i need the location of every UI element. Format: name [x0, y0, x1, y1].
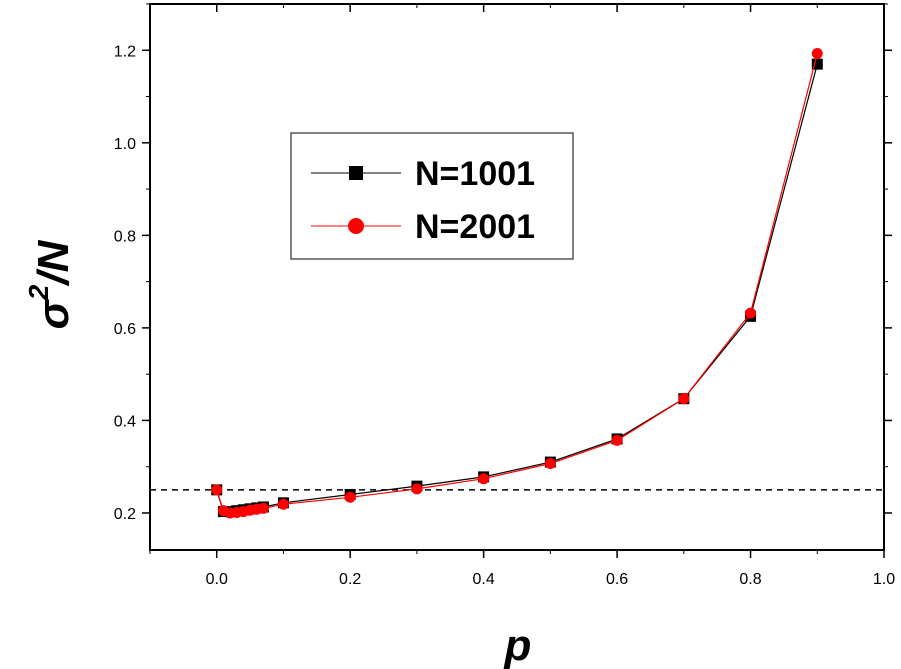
svg-text:σ2/N: σ2/N	[23, 239, 78, 329]
x-tick-label: 0.0	[206, 571, 228, 588]
series-line-1	[216, 64, 818, 513]
y-tick-label: 0.6	[114, 321, 136, 338]
x-tick-label: 0.4	[473, 571, 495, 588]
plot-frame	[149, 3, 885, 551]
y-axis-title-superscript: 2	[23, 284, 54, 301]
x-axis-title: p	[504, 621, 532, 669]
y-tick-label: 1.0	[114, 136, 136, 153]
series-layer	[211, 48, 823, 519]
y-tick-label: 1.2	[114, 43, 136, 60]
data-point-series-2	[745, 307, 757, 319]
y-tick-label: 0.8	[114, 228, 136, 245]
y-tick-label: 0.2	[114, 506, 136, 523]
data-point-series-2	[257, 502, 269, 514]
legend-box	[290, 132, 574, 260]
x-tick-label: 0.8	[739, 571, 761, 588]
data-point-series-2	[277, 498, 289, 510]
series-line-2	[216, 53, 818, 514]
data-point-series-2	[678, 393, 690, 405]
y-tick-label: 0.4	[114, 413, 136, 430]
data-point-series-2	[544, 457, 556, 469]
data-point-series-2	[211, 484, 223, 496]
legend-label-series-2: N=2001	[415, 208, 535, 246]
data-point-series-2	[811, 48, 823, 60]
x-tick-label: 0.2	[339, 571, 361, 588]
y-axis-title-suffix: /N	[29, 239, 78, 286]
data-point-series-2	[611, 434, 623, 446]
data-point-series-2	[344, 491, 356, 503]
data-point-series-2	[411, 483, 423, 495]
y-axis-title: σ2/N	[23, 239, 78, 329]
x-tick-label: 1.0	[873, 571, 895, 588]
legend-label-series-1: N=1001	[415, 155, 535, 193]
x-tick-label: 0.6	[606, 571, 628, 588]
legend-marker-series-2	[348, 218, 364, 234]
axis-ticks: 0.0 0.2 0.4 0.6 0.8 1.0 0.2 0.4 0.6 0.8 1.0 1.2	[114, 3, 895, 588]
legend-marker-series-1	[349, 166, 363, 180]
data-point-series-1	[811, 58, 823, 70]
y-axis-title-base: σ	[29, 298, 78, 329]
legend: N=1001 N=2001	[290, 132, 574, 260]
data-point-series-2	[478, 473, 490, 485]
